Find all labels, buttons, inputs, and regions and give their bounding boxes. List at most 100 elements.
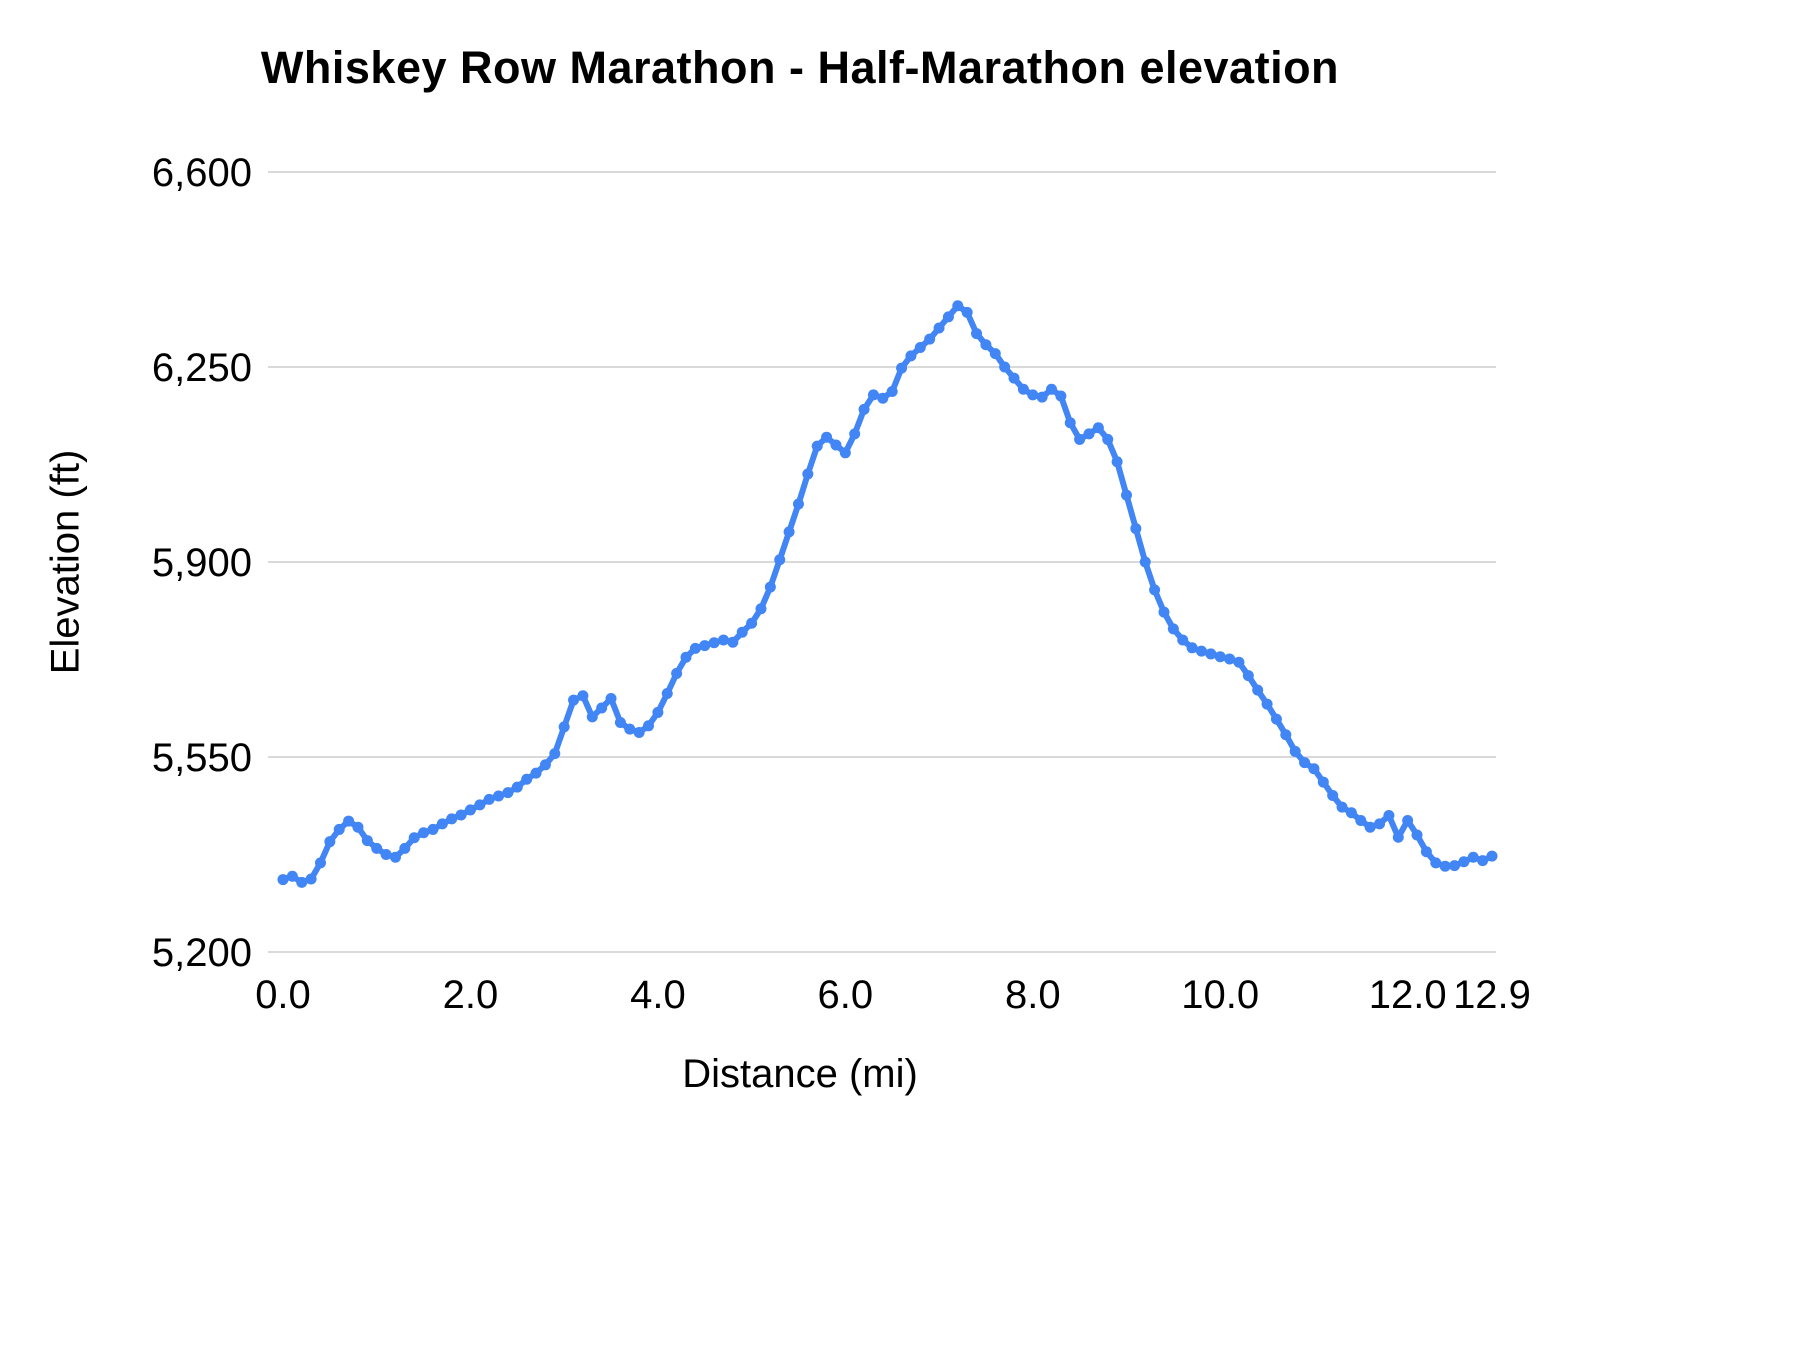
elevation-point [1046,383,1058,395]
elevation-point [1364,821,1376,833]
elevation-point [1242,670,1254,682]
elevation-point [1374,818,1386,830]
elevation-point [905,350,917,362]
elevation-point [624,723,636,735]
elevation-point [1102,433,1114,445]
elevation-point [1439,860,1451,872]
elevation-point [736,626,748,638]
elevation-point [1195,645,1207,657]
elevation-point [1055,390,1067,402]
elevation-point [1420,846,1432,858]
elevation-point [371,842,383,854]
elevation-point [774,554,786,566]
elevation-point [305,873,317,885]
elevation-point [877,392,889,404]
elevation-point [1402,815,1414,827]
elevation-point [717,634,729,646]
x-axis-title: Distance (mi) [682,1052,918,1096]
elevation-point [1299,757,1311,769]
elevation-point [886,386,898,398]
elevation-point [1158,606,1170,618]
elevation-point [1120,489,1132,501]
elevation-point [764,581,776,593]
x-tick-label: 4.0 [630,973,686,1017]
elevation-point [1205,648,1217,660]
elevation-point [521,773,533,785]
elevation-point [643,720,655,732]
elevation-point [1214,651,1226,663]
elevation-point [858,403,870,415]
elevation-point [792,498,804,510]
elevation-point [1449,860,1461,872]
elevation-point [1261,698,1273,710]
elevation-point [1477,855,1489,867]
elevation-point [586,711,598,723]
elevation-point [286,870,298,882]
elevation-point [1280,729,1292,741]
x-tick-label: 12.9 [1453,973,1531,1017]
elevation-point [783,526,795,538]
elevation-point [446,813,458,825]
elevation-point [399,842,411,854]
elevation-point [661,687,673,699]
elevation-point [361,835,373,847]
y-tick-label: 6,600 [152,151,252,195]
x-tick-label: 6.0 [818,973,874,1017]
elevation-point [755,603,767,615]
elevation-point [652,706,664,718]
elevation-point [483,793,495,805]
elevation-point [1308,763,1320,775]
y-tick-label: 6,250 [152,346,252,390]
y-tick-label: 5,200 [152,931,252,975]
elevation-point [1130,523,1142,535]
elevation-point [1336,801,1348,813]
elevation-point [380,849,392,860]
y-tick-label: 5,550 [152,736,252,780]
elevation-point [464,804,476,816]
elevation-point [1167,623,1179,635]
elevation-point [699,640,711,652]
elevation-point [530,767,542,779]
elevation-point [896,362,908,374]
elevation-point [633,726,645,738]
elevation-point [1430,857,1442,869]
elevation-point [1224,653,1236,665]
elevation-point [408,832,420,844]
x-tick-label: 8.0 [1005,973,1061,1017]
x-tick-label: 2.0 [443,973,499,1017]
elevation-point [727,636,739,648]
elevation-point [1270,713,1282,725]
elevation-point [1092,422,1104,434]
elevation-point [418,827,430,839]
elevation-point [577,690,589,702]
elevation-point [1345,807,1357,819]
elevation-point [605,693,617,704]
x-tick-label: 0.0 [255,973,311,1017]
elevation-point [511,781,523,793]
elevation-point [999,361,1011,373]
elevation-point [1111,456,1123,468]
elevation-point [1139,556,1151,568]
elevation-point [867,389,879,401]
elevation-point [352,821,364,833]
elevation-point [961,306,973,318]
elevation-point [1289,745,1301,757]
elevation-point [596,702,608,714]
elevation-point [849,428,861,440]
elevation-point [680,651,692,663]
elevation-point [314,857,326,869]
elevation-point [568,694,580,706]
elevation-point [1383,810,1395,821]
elevation-point [1074,433,1086,445]
elevation-point [1027,389,1039,401]
elevation-point [821,431,833,443]
elevation-point [474,799,486,811]
elevation-point [924,333,936,345]
elevation-point [539,759,551,771]
elevation-point [1233,656,1245,668]
y-tick-label: 5,900 [152,541,252,585]
x-tick-label: 12.0 [1369,973,1447,1017]
elevation-point [1317,776,1329,788]
